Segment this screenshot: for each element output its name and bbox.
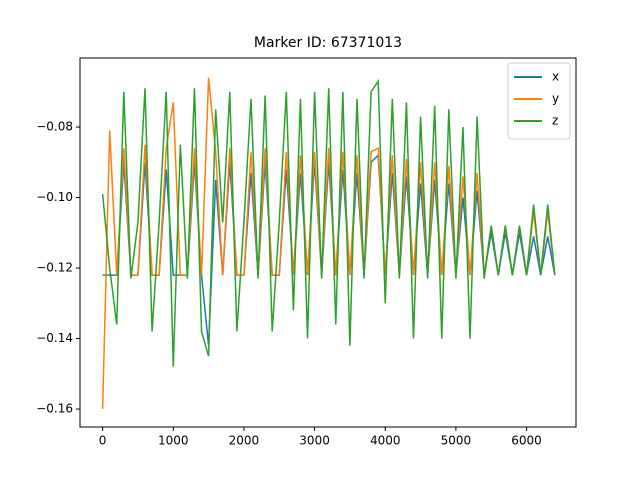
- x-tick-label: 1000: [158, 434, 189, 448]
- legend-box: [507, 62, 571, 140]
- chart-title: Marker ID: 67371013: [254, 35, 402, 51]
- plot-frame: [79, 57, 577, 428]
- x-tick-label: 4000: [370, 434, 401, 448]
- y-tick-label: −0.12: [36, 261, 73, 275]
- legend-label: z: [552, 114, 558, 128]
- y-tick-label: −0.08: [36, 120, 73, 134]
- x-tick-label: 3000: [299, 434, 330, 448]
- series-line: [102, 153, 556, 346]
- series-line: [101, 78, 556, 367]
- x-tick-label: 2000: [229, 434, 260, 448]
- y-tick-label: −0.10: [36, 190, 73, 204]
- legend-label: y: [552, 92, 559, 106]
- x-tick-label: 0: [99, 434, 107, 448]
- x-tick-label: 5000: [441, 434, 472, 448]
- legend-label: x: [552, 70, 559, 84]
- y-tick-label: −0.14: [36, 331, 73, 345]
- x-tick-label: 6000: [511, 434, 542, 448]
- y-tick-label: −0.16: [36, 402, 73, 416]
